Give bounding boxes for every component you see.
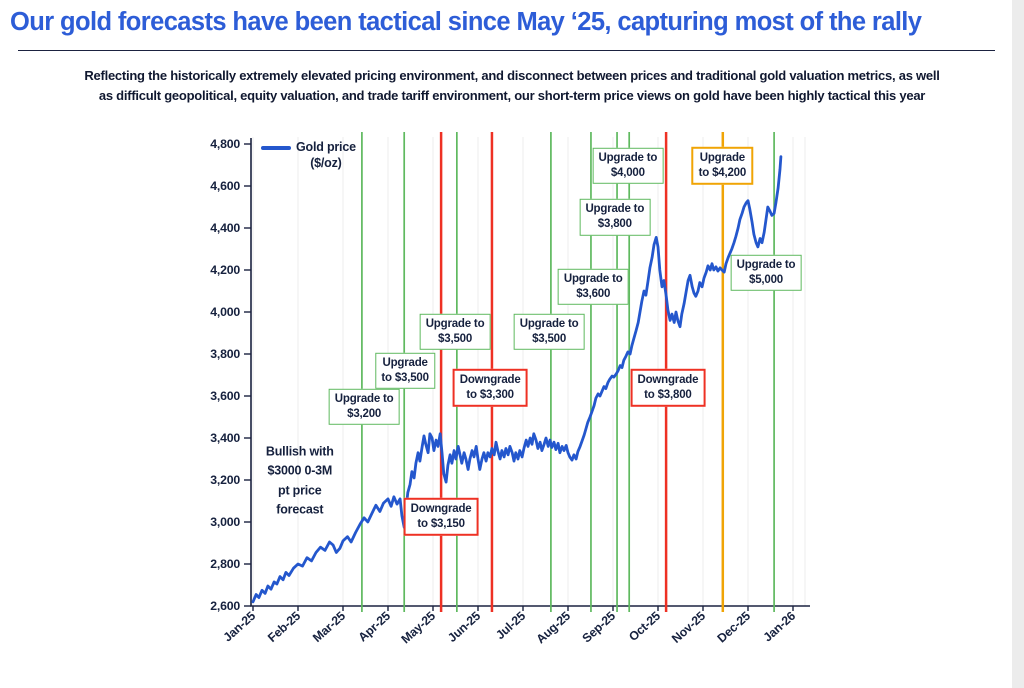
- page-title: Our gold forecasts have been tactical si…: [10, 8, 922, 36]
- x-axis-label: Jun-25: [445, 609, 483, 645]
- x-axis-label: Oct-25: [626, 609, 663, 644]
- y-axis-label: 3,200: [210, 473, 240, 487]
- y-axis-label: 4,800: [210, 137, 240, 151]
- y-axis-label: 3,600: [210, 389, 240, 403]
- x-axis-label: Sep-25: [580, 609, 619, 646]
- axis-line: [250, 138, 810, 607]
- y-axis-label: 4,400: [210, 221, 240, 235]
- x-axis-label: Jan-25: [221, 609, 259, 645]
- y-axis-label: 4,200: [210, 263, 240, 277]
- subtitle-line-2: as difficult geopolitical, equity valuat…: [98, 87, 926, 103]
- x-axis-label: Mar-25: [310, 609, 348, 645]
- subtitle-line-1: Reflecting the historically extremely el…: [84, 68, 940, 83]
- y-axis-label: 4,000: [210, 305, 240, 319]
- x-axis-label: Aug-25: [534, 609, 574, 647]
- x-axis-label: Apr-25: [356, 609, 394, 645]
- y-axis-label: 3,800: [210, 347, 240, 361]
- y-axis-label: 3,400: [210, 431, 240, 445]
- y-axis-label: 2,800: [210, 557, 240, 571]
- gold-price-line: [251, 155, 783, 604]
- x-axis-label: Feb-25: [265, 609, 303, 645]
- y-axis-label: 2,600: [210, 599, 240, 613]
- y-axis-label: 4,600: [210, 179, 240, 193]
- page-edge-strip: [1012, 0, 1024, 688]
- subtitle: Reflecting the historically extremely el…: [0, 66, 1024, 105]
- y-axis-label: 3,000: [210, 515, 240, 529]
- x-axis-label: Jul-25: [493, 609, 528, 643]
- title-underline: [18, 50, 995, 51]
- x-axis-label: Dec-25: [715, 609, 754, 646]
- x-axis-label: Jan-26: [761, 609, 799, 645]
- x-axis-label: May-25: [399, 609, 439, 647]
- x-axis-label: Nov-25: [669, 609, 708, 646]
